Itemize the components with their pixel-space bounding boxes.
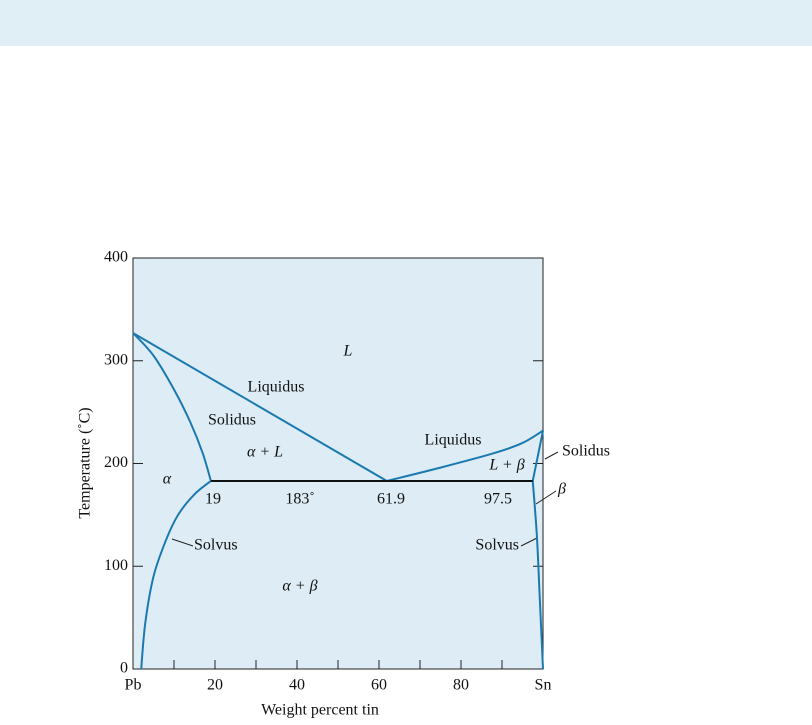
y-tick-label: 0 [120,660,128,677]
annotation: 61.9 [377,491,405,508]
annotation: 97.5 [484,491,512,508]
annotation: 183˚ [285,491,314,508]
annotation: α + L [247,444,283,461]
x-axis-title: Weight percent tin [261,702,379,719]
x-tick-label: 60 [371,677,387,694]
phase-boundary [140,480,212,670]
annotation: α [163,471,172,488]
x-tick-label: 20 [207,677,223,694]
annotation: Solidus [562,443,610,460]
annotation: Solidus [208,412,256,429]
annotation: L + β [488,457,524,474]
y-tick-label: 400 [104,249,128,266]
plot-area [132,257,544,670]
leader-line [535,490,557,505]
x-tick-label: Pb [125,677,142,694]
x-tick-label: Sn [535,677,552,694]
top-band [0,0,812,46]
y-tick-label: 300 [104,351,128,368]
leaders [171,451,559,547]
annotation: α + β [282,578,317,595]
phase-boundary [531,480,544,670]
annotation: β [557,481,566,498]
annotation: L [343,343,353,360]
phase-boundary [531,430,544,482]
phase-boundary [132,332,388,482]
x-tick-label: 80 [453,677,469,694]
annotation: 19 [205,491,221,508]
phase-boundary [386,429,544,482]
y-tick-label: 200 [104,454,128,471]
x-tick-label: 40 [289,677,305,694]
leader-line [171,538,194,547]
annotation: Liquidus [425,432,482,449]
annotation: Solvus [194,537,238,554]
leader-line [544,451,559,460]
annotation: Solvus [475,537,519,554]
y-tick-label: 100 [104,557,128,574]
leader-line [520,537,538,547]
phase-boundary [132,332,212,482]
annotation: Liquidus [248,379,305,396]
y-axis-title: Temperature (˚C) [77,407,94,518]
